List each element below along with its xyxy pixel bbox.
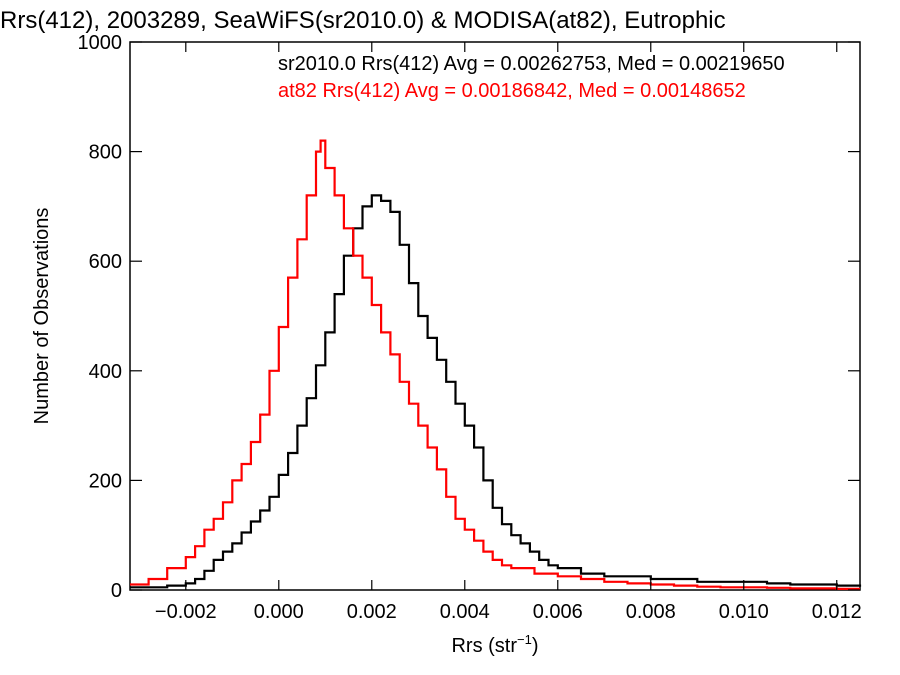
y-tick-label: 1000 [78,32,123,54]
ticks-layer: −0.002 0.000 0.002 0.004 0.006 0.008 0.010 0.01… [78,32,862,623]
x-tick-label: 0.008 [626,601,676,623]
y-tick-label: 0 [111,580,122,602]
x-axis-label-main: Rrs (str [451,635,517,657]
series-sr2010-line [130,194,862,589]
y-tick-label: 600 [89,251,122,273]
legend-entry-1: sr2010.0 Rrs(412) Avg = 0.00262753, Med … [278,53,785,75]
y-tick-label: 400 [89,361,122,383]
x-tick-label: 0.000 [254,601,304,623]
x-axis-label-close: ) [532,635,539,657]
series-layer [130,139,862,590]
y-axis-label: Number of Observations [31,208,53,425]
series-at82-line [130,139,860,590]
legend-entry-2: at82 Rrs(412) Avg = 0.00186842, Med = 0.… [278,80,746,102]
x-axis-label-superscript: −1 [517,632,532,647]
x-tick-label: 0.002 [347,601,397,623]
chart-title: Rrs(412), 2003289, SeaWiFS(sr2010.0) & M… [0,7,726,34]
x-tick-label: −0.002 [155,601,217,623]
y-tick-label: 200 [89,470,122,492]
x-tick-label: 0.012 [812,601,862,623]
x-axis-label: Rrs (str−1) [451,632,538,657]
x-tick-label: 0.006 [533,601,583,623]
x-tick-label: 0.010 [719,601,769,623]
x-tick-label: 0.004 [440,601,490,623]
y-tick-label: 800 [89,142,122,164]
plot-frame [129,41,861,591]
